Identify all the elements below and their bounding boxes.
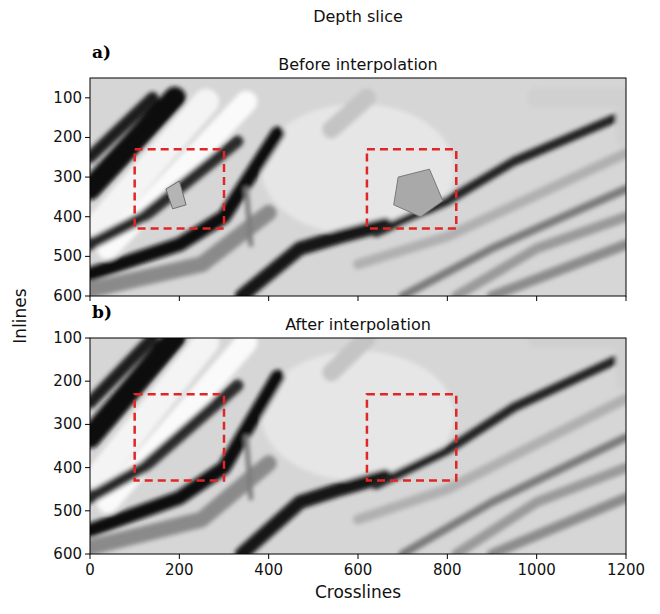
y-axis-title: Inlines [10,288,30,343]
artifact-patch [394,169,443,217]
texture-band [492,244,626,296]
x-tick-label: 0 [85,561,95,579]
highlight-box [135,394,224,480]
y-tick [85,177,90,178]
y-tick-label: 200 [53,128,82,146]
x-tick [626,554,627,559]
panel: 0 200 400 600 800 1000 1200 100 200 300 400 500 600 b… [53,302,645,602]
x-tick [268,296,269,301]
x-tick [90,554,91,559]
y-tick [85,296,90,297]
x-tick-label: 400 [254,561,283,579]
texture [90,338,626,554]
texture-band [331,338,367,373]
plot-frame [90,78,626,296]
y-tick-label: 400 [53,459,82,477]
texture-band [90,463,269,547]
x-tick [358,554,359,559]
y-tick [85,338,90,339]
y-tick [85,256,90,257]
texture [90,98,626,296]
highlight-box [367,394,456,480]
x-tick [447,554,448,559]
highlight-box [135,149,224,228]
boxes [135,149,457,228]
y-tick [85,216,90,217]
texture-band [456,468,626,554]
texture-band [331,98,367,130]
y-tick [85,510,90,511]
x-tick-label: 200 [165,561,194,579]
y-tick-label: 500 [53,502,82,520]
image [90,338,626,554]
texture-band [90,386,237,498]
panel: 100 200 300 400 500 600 a) Before interpolation [53,42,626,305]
image [90,78,626,296]
highlight-box [367,149,456,228]
y-tick [85,554,90,555]
image-ground [90,78,626,296]
y-tick [85,137,90,138]
texture-band [537,98,626,138]
y-tick-label: 100 [53,329,82,347]
figure-title: Depth slice [313,7,403,26]
panel-title: After interpolation [285,315,431,334]
panel-letter: b) [92,302,112,322]
texture-band [90,377,278,530]
panel-title: Before interpolation [278,55,438,74]
texture-band [358,398,626,519]
texture-band [537,338,626,381]
texture-band [246,437,250,497]
y-tick [85,424,90,425]
texture-band [492,498,626,554]
y-tick-label: 600 [53,545,82,563]
y-tick-label: 400 [53,208,82,226]
x-tick-label: 1000 [518,561,556,579]
y-tick [85,467,90,468]
texture-band [456,217,626,296]
y-tick-label: 300 [53,168,82,186]
x-tick [90,296,91,301]
figure: Depth slice Inlines 100 200 300 400 500 600 a) Be… [0,0,660,614]
plot-frame [90,338,626,554]
x-tick [179,554,180,559]
y-tick-label: 500 [53,247,82,265]
x-tick [179,296,180,301]
x-tick-label: 800 [433,561,462,579]
x-tick [447,296,448,301]
x-tick [536,296,537,301]
artifact-patch [166,181,186,209]
y-tick [85,381,90,382]
image-ground [90,338,626,554]
x-tick [268,554,269,559]
texture-band [246,189,250,244]
y-tick-label: 600 [53,287,82,305]
x-tick [626,296,627,301]
y-tick [85,97,90,98]
texture-band [90,133,278,274]
x-tick-label: 600 [344,561,373,579]
x-axis-title: Crosslines [315,582,401,602]
texture-band [358,153,626,264]
x-tick [358,296,359,301]
x-tick-label: 1200 [607,561,645,579]
boxes [135,394,457,480]
y-tick-label: 200 [53,372,82,390]
panel-letter: a) [92,42,111,62]
x-tick [536,554,537,559]
y-tick-label: 100 [53,89,82,107]
y-tick-label: 300 [53,415,82,433]
texture-band [90,213,269,290]
